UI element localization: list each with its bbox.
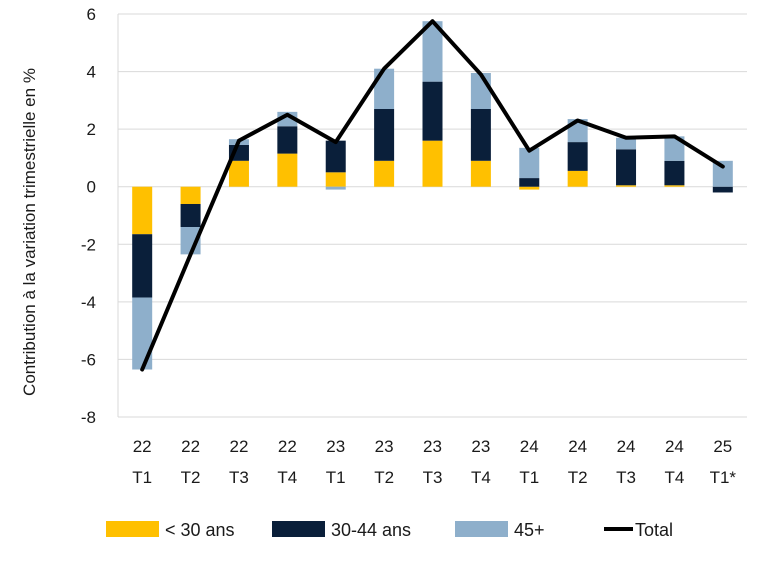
bar-segment-45- <box>422 21 443 82</box>
bar-segment-30-44-ans <box>325 140 346 173</box>
x-tick-label-year: 24 <box>665 437 684 456</box>
legend-swatch <box>455 521 508 537</box>
x-tick-label-quarter: T1 <box>132 468 152 487</box>
x-tick-label-year: 23 <box>423 437 442 456</box>
x-tick-label-quarter: T1 <box>519 468 539 487</box>
bar-segment-30-44-ans <box>712 186 733 193</box>
bar-segment-30-44-ans <box>132 234 153 298</box>
bar-segment-30-44-ans <box>422 81 443 141</box>
bar-segment-45- <box>664 136 685 161</box>
legend-item: Total <box>604 520 673 540</box>
total-line <box>140 19 725 372</box>
y-axis-tick-labels: -8 -6 -4 -2 0 2 4 6 <box>81 5 96 427</box>
bar-segment--30-ans <box>422 140 443 187</box>
bar-segment--30-ans <box>519 186 540 190</box>
legend-item: < 30 ans <box>106 520 235 540</box>
y-tick-label: 6 <box>87 5 96 24</box>
bar-segment-45- <box>712 160 733 187</box>
bar-segment-45- <box>470 73 491 109</box>
x-tick-label-quarter: T4 <box>277 468 297 487</box>
bar-segment-30-44-ans <box>567 142 588 171</box>
bar-segment--30-ans <box>374 160 395 187</box>
legend-item: 30-44 ans <box>272 520 411 540</box>
bar-segment-45- <box>132 297 153 370</box>
x-tick-label-quarter: T2 <box>181 468 201 487</box>
bar-segment-45- <box>325 186 346 190</box>
bar-segment-30-44-ans <box>470 108 491 161</box>
x-tick-label-quarter: T2 <box>374 468 394 487</box>
x-tick-label-year: 23 <box>471 437 490 456</box>
x-tick-label-quarter: T2 <box>568 468 588 487</box>
x-tick-label-quarter: T3 <box>423 468 443 487</box>
x-tick-label-year: 23 <box>375 437 394 456</box>
y-axis-title: Contribution à la variation trimestriell… <box>20 68 39 396</box>
bar-segment-45- <box>519 147 540 179</box>
x-tick-label-year: 24 <box>568 437 587 456</box>
legend-label: 45+ <box>514 520 545 540</box>
x-tick-label-quarter: T4 <box>471 468 491 487</box>
x-tick-label-quarter: T3 <box>229 468 249 487</box>
bar-segment-30-44-ans <box>664 160 685 186</box>
x-tick-label-year: 25 <box>713 437 732 456</box>
x-tick-label-year: 24 <box>617 437 636 456</box>
legend-item: 45+ <box>455 520 545 540</box>
bar-segment-30-44-ans <box>519 178 540 187</box>
x-tick-label-quarter: T4 <box>665 468 685 487</box>
x-tick-label-quarter: T3 <box>616 468 636 487</box>
bar-segment--30-ans <box>277 153 298 187</box>
x-tick-label-year: 22 <box>278 437 297 456</box>
bar-segment-45- <box>374 68 395 109</box>
bar-segment--30-ans <box>325 172 346 187</box>
bar-segment--30-ans <box>132 186 153 235</box>
bar-segment-30-44-ans <box>180 203 201 228</box>
x-tick-label-year: 22 <box>181 437 200 456</box>
bar-segment--30-ans <box>664 185 685 187</box>
legend-swatch <box>106 521 159 537</box>
y-tick-label: -6 <box>81 350 96 369</box>
legend-swatch <box>272 521 325 537</box>
legend-label: Total <box>635 520 673 540</box>
x-tick-label-quarter: T1* <box>710 468 737 487</box>
bar-segment-30-44-ans <box>277 126 298 154</box>
total-line-path <box>140 19 725 372</box>
x-tick-label-year: 23 <box>326 437 345 456</box>
legend: < 30 ans 30-44 ans 45+ Total <box>106 520 673 540</box>
bar-segment--30-ans <box>180 186 201 204</box>
x-tick-label-year: 22 <box>133 437 152 456</box>
bar-segment--30-ans <box>616 185 637 187</box>
bar-segment--30-ans <box>470 160 491 187</box>
bar-segment-45- <box>616 137 637 150</box>
y-tick-label: -8 <box>81 408 96 427</box>
legend-label: < 30 ans <box>165 520 235 540</box>
x-tick-label-year: 22 <box>230 437 249 456</box>
legend-label: 30-44 ans <box>331 520 411 540</box>
y-tick-label: 2 <box>87 120 96 139</box>
y-tick-label: 0 <box>87 178 96 197</box>
bar-segment--30-ans <box>228 160 249 187</box>
y-tick-label: -4 <box>81 293 96 312</box>
bars <box>132 21 733 370</box>
x-tick-label-year: 24 <box>520 437 539 456</box>
x-tick-label-quarter: T1 <box>326 468 346 487</box>
bar-segment--30-ans <box>567 170 588 187</box>
bar-segment-30-44-ans <box>374 108 395 161</box>
bar-segment-30-44-ans <box>616 149 637 186</box>
x-axis-tick-labels: 22 T1 22 T2 22 T3 22 T4 23 T1 23 T2 23 T3 23 T4 24 T1 24 T2… <box>132 437 736 487</box>
y-tick-label: 4 <box>87 63 96 82</box>
y-tick-label: -2 <box>81 235 96 254</box>
